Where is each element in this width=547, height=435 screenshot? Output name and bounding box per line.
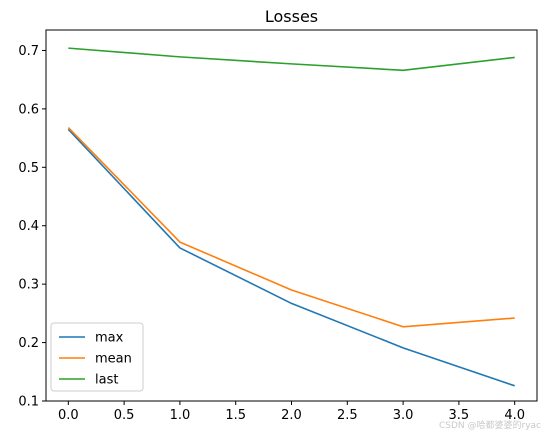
legend: max mean last [50,322,144,392]
y-tick-label: 0.3 [18,278,39,293]
series-layer [67,47,515,387]
x-tick-label: 0.0 [58,408,79,423]
x-tick-label: 2.5 [337,408,358,423]
y-tick-label: 0.6 [18,102,39,117]
y-tick-label: 0.1 [18,395,39,410]
watermark: CSDN @哈都婆婆的ryac [439,419,541,431]
x-tick-label: 3.5 [449,408,470,423]
y-tick-label: 0.2 [18,336,39,351]
x-tick-label: 4.0 [504,408,525,423]
x-tick-label: 1.5 [225,408,246,423]
x-tick-label: 0.5 [114,408,135,423]
y-tick-label: 0.7 [18,44,39,59]
y-axis: 0.1 0.2 0.3 0.4 0.5 0.6 0.7 [18,44,46,410]
chart-title: Losses [265,7,318,26]
x-axis: 0.0 0.5 1.0 1.5 2.0 2.5 3.0 3.5 4.0 [58,401,525,423]
legend-label-mean: mean [95,352,132,367]
legend-box [50,322,144,392]
y-tick-label: 0.4 [18,219,39,234]
x-tick-label: 3.0 [393,408,414,423]
series-line-last [68,47,515,72]
series-line-mean [67,127,515,328]
legend-label-last: last [95,373,118,388]
x-tick-label: 2.0 [281,408,302,423]
legend-label-max: max [95,331,124,346]
series-line-max [67,128,515,387]
x-tick-label: 1.0 [170,408,191,423]
y-tick-label: 0.5 [18,161,39,176]
